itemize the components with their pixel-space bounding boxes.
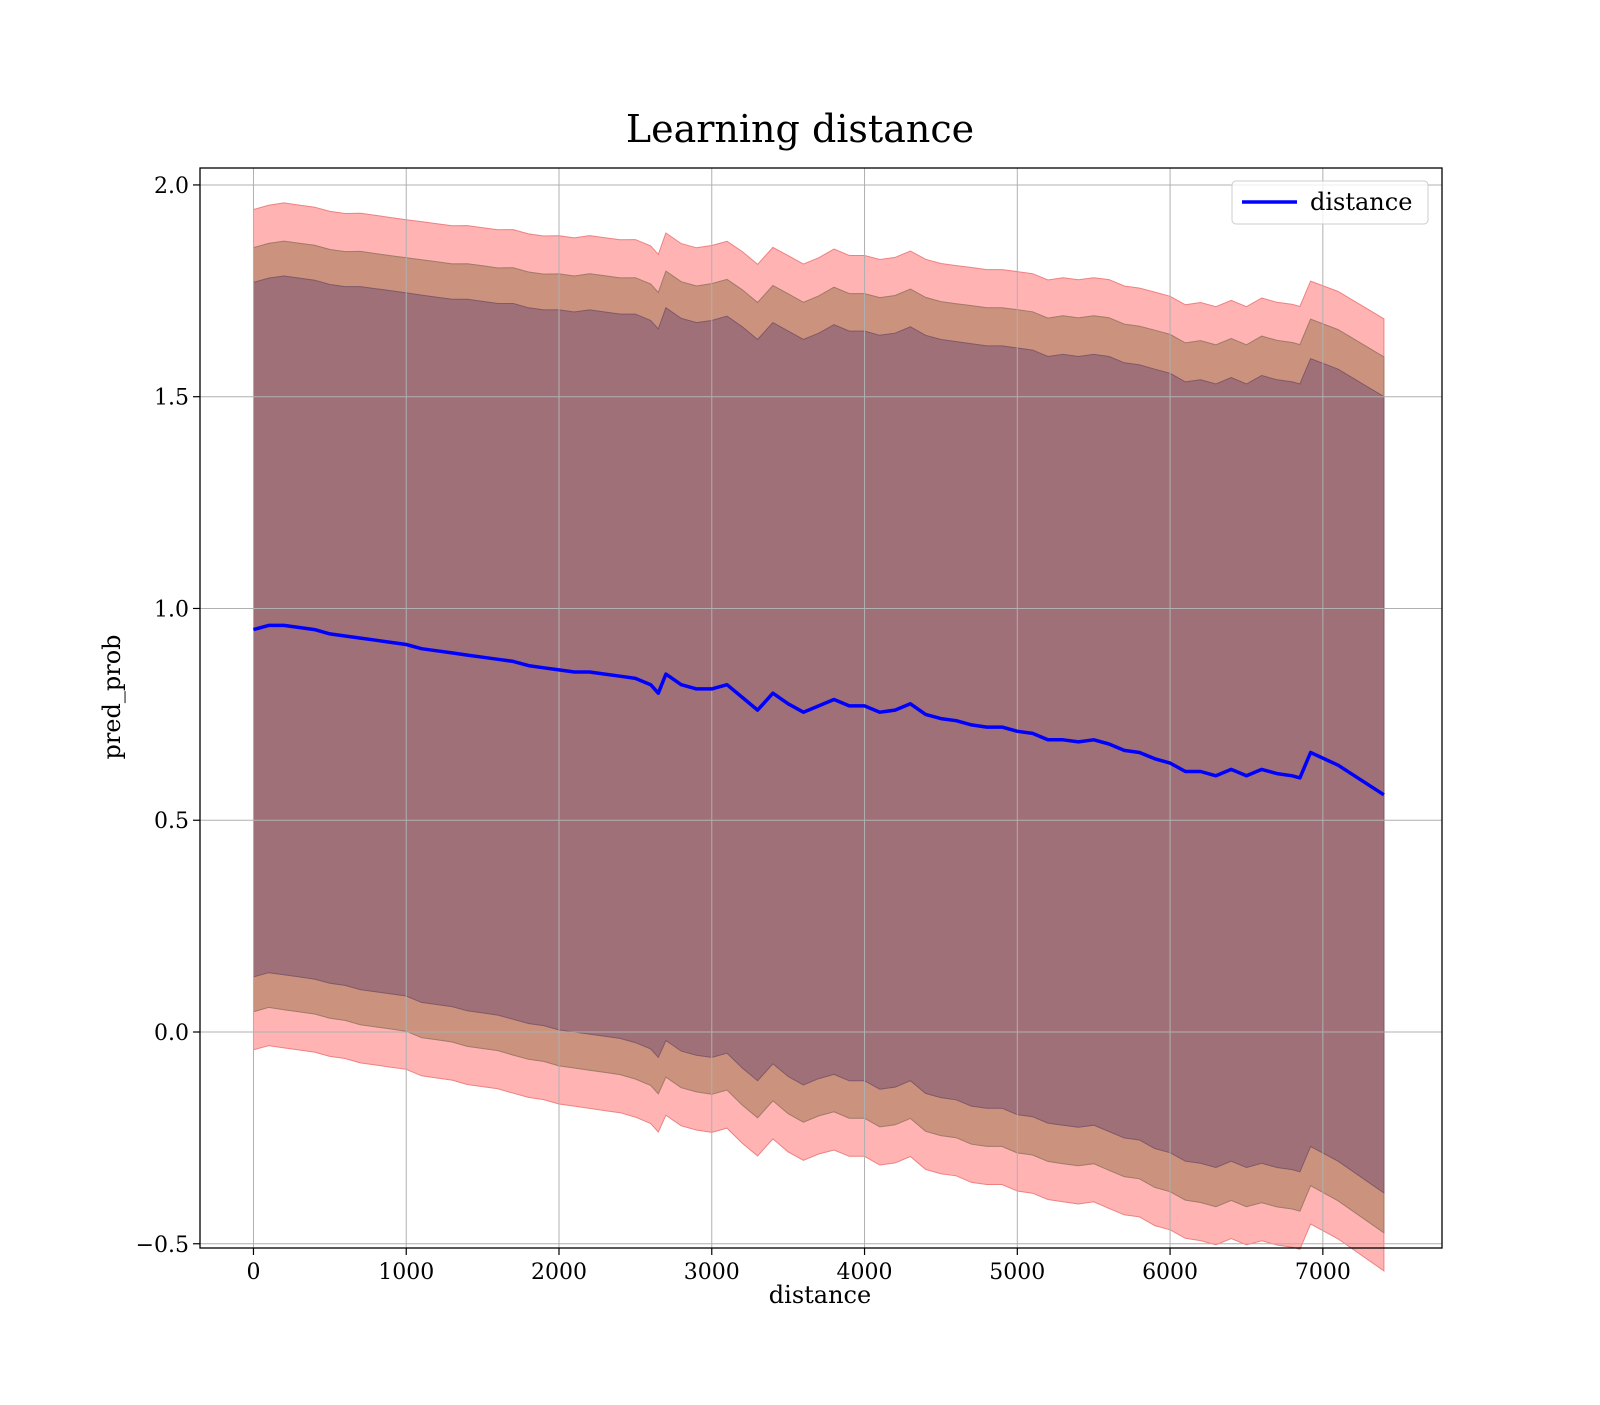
series-line-distance xyxy=(253,623,1385,797)
series-line-group xyxy=(253,623,1385,797)
x-tick-label-0: 0 xyxy=(246,1260,260,1285)
y-axis-label: pred_prob xyxy=(98,634,126,759)
x-tick-label-4: 4000 xyxy=(837,1260,893,1285)
legend-box xyxy=(1231,180,1429,225)
axes-frame xyxy=(199,167,1443,1249)
x-tick-label-5: 5000 xyxy=(989,1260,1045,1285)
y-tick-label-2: 0.5 xyxy=(154,809,189,834)
chart-title: Learning distance xyxy=(626,107,974,151)
y-axis-ticks: −0.5 0.0 0.5 1.0 1.5 2.0 xyxy=(136,174,200,1258)
y-tick-label-3: 1.0 xyxy=(154,597,189,622)
y-tick-label-4: 1.5 xyxy=(154,386,189,411)
x-tick-label-6: 6000 xyxy=(1142,1260,1198,1285)
x-axis-label: distance xyxy=(769,1281,871,1309)
grid-lines xyxy=(200,168,1442,1248)
x-axis-ticks: 0 1000 2000 3000 4000 5000 6000 7000 xyxy=(246,1248,1351,1285)
x-tick-label-2: 2000 xyxy=(531,1260,587,1285)
x-tick-label-3: 3000 xyxy=(684,1260,740,1285)
y-tick-label-0: −0.5 xyxy=(136,1233,189,1258)
y-tick-label-5: 2.0 xyxy=(154,174,189,199)
x-tick-label-1: 1000 xyxy=(378,1260,434,1285)
legend-label-distance: distance xyxy=(1310,188,1412,216)
plot-area xyxy=(200,168,1442,1272)
y-tick-label-1: 0.0 xyxy=(154,1021,189,1046)
legend: distance xyxy=(1231,180,1429,225)
confidence-bands xyxy=(253,202,1385,1272)
x-tick-label-7: 7000 xyxy=(1295,1260,1351,1285)
band-inner xyxy=(253,275,1385,1194)
